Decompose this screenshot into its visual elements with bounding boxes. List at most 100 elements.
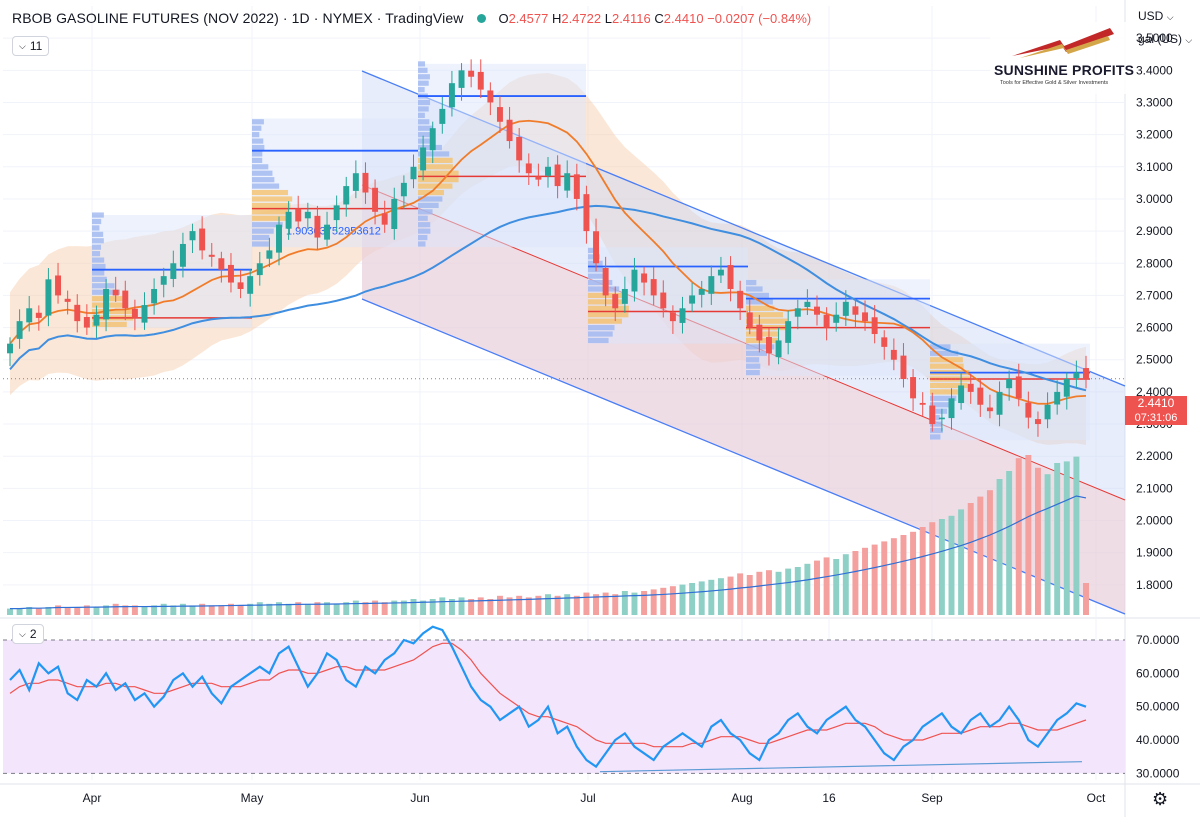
volume-bar: [794, 567, 801, 615]
volume-bar: [1073, 456, 1080, 615]
volume-bar: [74, 607, 81, 615]
volume-profile-bar: [746, 279, 757, 286]
volume-bar: [698, 581, 705, 615]
volume-profile-bar: [92, 225, 100, 231]
candle-body: [83, 317, 90, 328]
time-tick-label: Sep: [921, 791, 943, 805]
volume-profile-bar: [252, 164, 269, 170]
gear-icon[interactable]: ⚙: [1152, 789, 1169, 809]
time-tick-label: Aug: [731, 791, 752, 805]
volume-profile-bar: [252, 170, 273, 176]
price-tick-label: 2.9000: [1136, 224, 1173, 238]
volume-bar: [1034, 467, 1041, 615]
volume-bar: [765, 570, 772, 615]
volume-bar: [593, 594, 600, 615]
candle-body: [833, 314, 840, 323]
candle-body: [660, 292, 667, 309]
volume-profile-bar: [588, 292, 623, 299]
volume-bar: [487, 599, 494, 615]
volume-bar: [458, 597, 465, 615]
volume-bar: [967, 503, 974, 615]
volume-bar: [93, 607, 100, 615]
candle-body: [1063, 379, 1070, 397]
volume-bar: [400, 600, 407, 615]
volume-profile-bar: [746, 350, 768, 356]
chart-header: RBOB GASOLINE FUTURES (NOV 2022) · 1D · …: [12, 10, 811, 26]
volume-bar: [16, 608, 23, 615]
volume-bar: [631, 592, 638, 615]
candle-body: [775, 340, 782, 358]
candle-body: [333, 205, 340, 221]
volume-bar: [689, 583, 696, 615]
candle-body: [862, 312, 869, 322]
price-tick-label: 3.4000: [1136, 63, 1173, 77]
chevron-down-icon: ⌵: [19, 628, 26, 639]
candle-body: [26, 308, 33, 323]
candle-body: [496, 107, 503, 122]
candle-body: [35, 312, 42, 318]
candle-body: [641, 273, 648, 283]
volume-profile-bar: [930, 427, 943, 434]
chevron-down-icon: ⌵: [1185, 35, 1193, 45]
candle-body: [823, 314, 830, 328]
volume-bar: [717, 578, 724, 615]
volume-ma-line: [10, 495, 1087, 610]
volume-profile-bar: [418, 234, 428, 241]
candle-body: [1025, 402, 1032, 418]
volume-bar: [881, 541, 888, 615]
candle-body: [477, 71, 484, 90]
volume-profile-bar: [746, 318, 788, 324]
volume-bar: [583, 592, 590, 615]
volume-profile-bar: [588, 267, 603, 273]
rsi-trendline: [599, 761, 1083, 773]
candle-body: [458, 70, 465, 88]
candle-body: [717, 269, 724, 276]
volume-bar: [775, 571, 782, 615]
volume-bar: [650, 589, 657, 615]
volume-profile-bar: [92, 251, 101, 257]
volume-profile-bar: [418, 202, 439, 208]
volume-bar: [35, 608, 42, 615]
rsi-tick-label: 50.0000: [1136, 700, 1180, 714]
candle-body: [929, 405, 936, 425]
volume-bar: [103, 605, 110, 615]
volume-bar: [890, 538, 897, 615]
symbol-title[interactable]: RBOB GASOLINE FUTURES (NOV 2022) · 1D · …: [12, 10, 464, 26]
volume-profile-bar: [930, 350, 959, 356]
candle-body: [1034, 419, 1041, 425]
volume-bar: [506, 597, 513, 615]
price-tick-label: 2.7000: [1136, 288, 1173, 302]
volume-bar: [381, 602, 388, 615]
volume-bar: [660, 587, 667, 615]
candle-body: [218, 258, 225, 270]
volume-profile-bar: [588, 325, 615, 331]
candle-body: [1015, 376, 1022, 399]
main-indicators-toggle[interactable]: ⌵ 11: [12, 36, 50, 56]
candle-body: [814, 306, 820, 315]
volume-profile-bar: [588, 260, 603, 266]
volume-profile-bar: [746, 370, 760, 376]
candle-body: [996, 391, 1003, 415]
volume-profile-bar: [418, 157, 453, 163]
volume-profile-bar: [92, 218, 102, 225]
volume-bar: [122, 605, 129, 615]
candle-body: [487, 90, 494, 103]
rsi-indicators-toggle[interactable]: ⌵ 2: [12, 624, 44, 644]
volume-profile-bar: [746, 292, 770, 299]
currency-selector[interactable]: USD ⌵: [1138, 9, 1174, 23]
candle-body: [506, 119, 513, 142]
candle-body: [276, 224, 282, 253]
volume-bar: [429, 599, 436, 615]
volume-profile-bar: [418, 138, 433, 144]
candle-body: [131, 308, 138, 318]
candle-body: [247, 276, 254, 294]
candle-body: [890, 349, 897, 360]
volume-bar: [410, 599, 417, 615]
candle-body: [256, 263, 263, 276]
unit-selector[interactable]: gal (US) ⌵: [1138, 32, 1193, 46]
volume-bar: [708, 579, 715, 615]
rsi-tick-label: 40.0000: [1136, 733, 1180, 747]
volume-profile-bar: [746, 357, 760, 363]
volume-profile-bar: [930, 389, 959, 395]
